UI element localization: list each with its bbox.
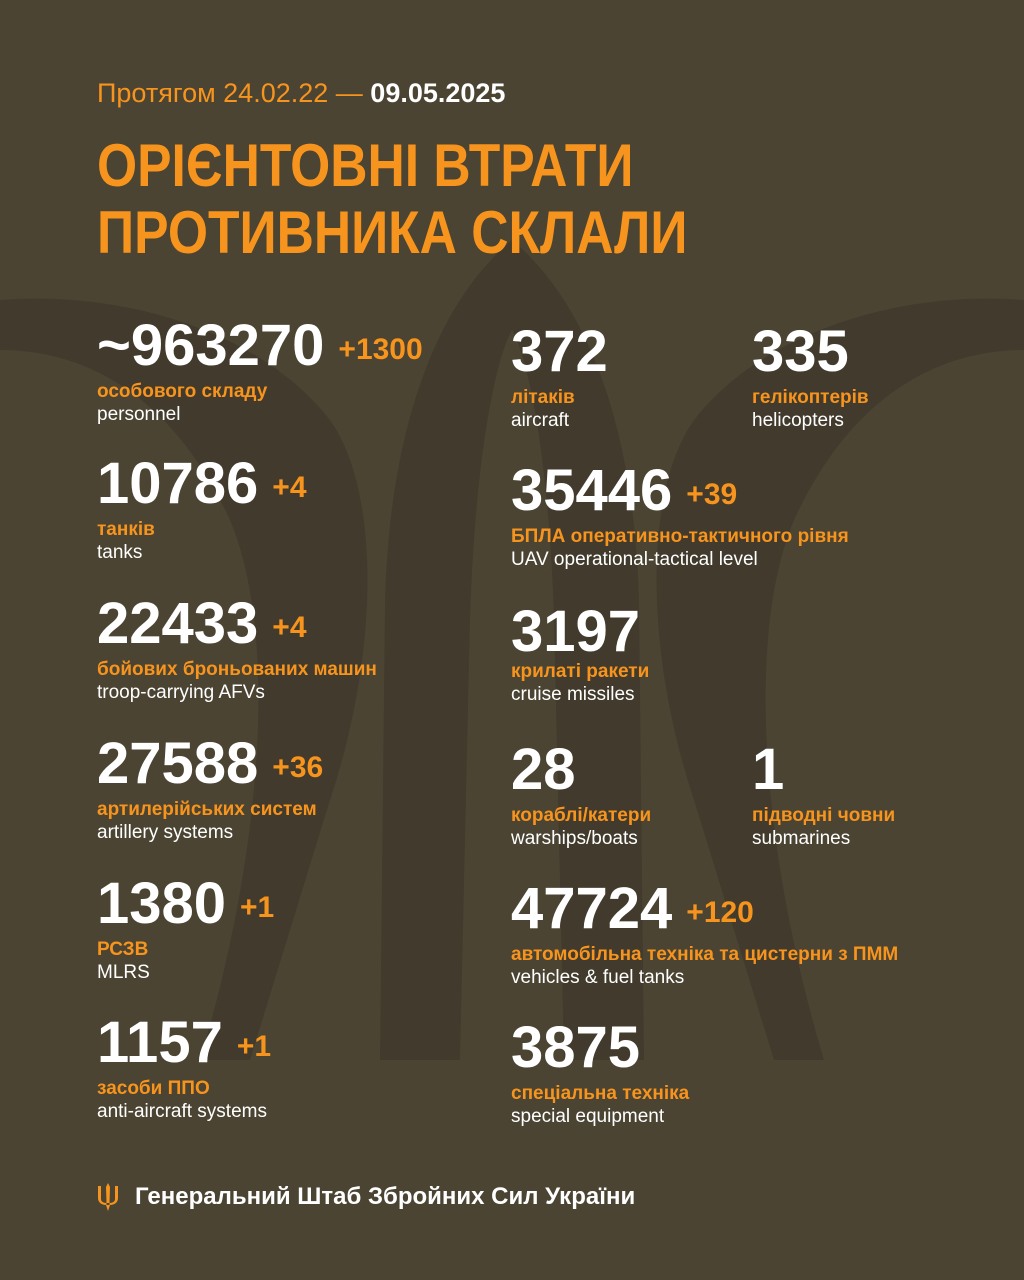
stat-value: 3875 [511, 1015, 641, 1080]
stat-delta: +1 [236, 1030, 272, 1063]
stat-label-en: troop-carrying AFVs [97, 682, 265, 703]
stat-label-ua: крилаті ракети [511, 661, 650, 682]
stat-label-ua: особового складу [97, 381, 268, 402]
stat-value: 22433 [97, 591, 259, 656]
stat-label-en: MLRS [97, 962, 150, 983]
stat-tanks: 10786 +4 танків tanks [97, 455, 307, 564]
stat-delta: +1300 [338, 333, 423, 366]
stat-anti-aircraft: 1157 +1 засоби ППО anti-aircraft systems [97, 1014, 272, 1123]
stat-value: 1380 [97, 871, 227, 936]
title-line-1: ОРІЄНТОВНІ ВТРАТИ [97, 132, 634, 199]
period-start: Протягом 24.02.22 — [97, 78, 363, 108]
stat-delta: +4 [272, 611, 307, 644]
stat-label-ua: літаків [511, 387, 575, 408]
stat-afv: 22433 +4 бойових броньованих машин troop-… [97, 595, 377, 704]
footer: Генеральний Штаб Збройних Сил України [97, 1183, 635, 1211]
stat-label-en: personnel [97, 404, 181, 425]
stat-label-ua: гелікоптерів [752, 387, 869, 408]
page-title: ОРІЄНТОВНІ ВТРАТИ ПРОТИВНИКА СКЛАЛИ [97, 132, 687, 266]
stat-special-equipment: 3875 спеціальна техніка special equipmen… [511, 1019, 690, 1128]
stat-label-ua: кораблі/катери [511, 805, 652, 826]
stat-delta: +1 [240, 891, 275, 924]
stat-artillery: 27588 +36 артилерійських систем artillery… [97, 735, 324, 844]
stat-mlrs: 1380 +1 РСЗВ MLRS [97, 875, 275, 984]
stat-label-ua: автомобільна техніка та цистерни з ПММ [511, 944, 899, 965]
stat-label-ua: засоби ППО [97, 1078, 210, 1099]
stat-label-ua: артилерійських систем [97, 799, 317, 820]
stat-label-en: warships/boats [511, 828, 638, 849]
stat-label-en: helicopters [752, 410, 844, 431]
period-heading: Протягом 24.02.22 — 09.05.2025 [97, 78, 505, 109]
stat-vehicles: 47724 +120 автомобільна техніка та цистер… [511, 880, 899, 989]
stat-label-en: vehicles & fuel tanks [511, 967, 685, 988]
stat-value: 1 [752, 737, 785, 802]
stat-uav: 35446 +39 БПЛА оперативно-тактичного рівн… [511, 462, 849, 571]
stat-label-en: aircraft [511, 410, 570, 431]
stat-label-en: cruise missiles [511, 684, 635, 705]
stat-label-en: artillery systems [97, 822, 234, 843]
stat-value: 3197 [511, 599, 641, 664]
stat-label-en: tanks [97, 542, 143, 563]
stat-aircraft: 372 літаків aircraft [511, 323, 608, 432]
stat-delta: +36 [272, 751, 324, 784]
stat-value: 28 [511, 737, 576, 802]
stat-label-ua: спеціальна техніка [511, 1083, 690, 1104]
stat-label-ua: підводні човни [752, 805, 896, 826]
stat-delta: +4 [272, 471, 307, 504]
stat-label-en: anti-aircraft systems [97, 1101, 267, 1122]
footer-text: Генеральний Штаб Збройних Сил України [135, 1183, 636, 1210]
stat-helicopters: 335 гелікоптерів helicopters [752, 323, 869, 432]
stat-value: 372 [511, 319, 608, 384]
stat-value: 10786 [97, 451, 259, 516]
stat-label-en: UAV operational-tactical level [511, 549, 758, 570]
period-end: 09.05.2025 [370, 78, 506, 108]
stat-value: 335 [752, 319, 849, 384]
stat-value: ~963270 [97, 313, 325, 378]
stat-label-ua: танків [97, 519, 155, 540]
stat-label-en: submarines [752, 828, 851, 849]
stat-value: 47724 [511, 876, 673, 941]
stat-cruise-missiles: 3197 крилаті ракети cruise missiles [511, 603, 650, 706]
title-line-2: ПРОТИВНИКА СКЛАЛИ [97, 199, 688, 266]
stat-label-ua: БПЛА оперативно-тактичного рівня [511, 526, 849, 547]
stat-delta: +120 [686, 896, 754, 929]
trident-icon [98, 1183, 118, 1211]
stat-warships: 28 кораблі/катери warships/boats [511, 741, 652, 850]
stat-label-en: special equipment [511, 1106, 665, 1127]
stat-value: 35446 [511, 458, 673, 523]
stat-value: 27588 [97, 731, 259, 796]
stat-delta: +39 [686, 478, 738, 511]
stat-label-ua: РСЗВ [97, 939, 149, 960]
stat-personnel: ~963270 +1300 особового складу personnel [97, 317, 423, 426]
stat-value: 1157 [97, 1010, 223, 1075]
stat-label-ua: бойових броньованих машин [97, 659, 377, 680]
stat-submarines: 1 підводні човни submarines [752, 741, 896, 850]
